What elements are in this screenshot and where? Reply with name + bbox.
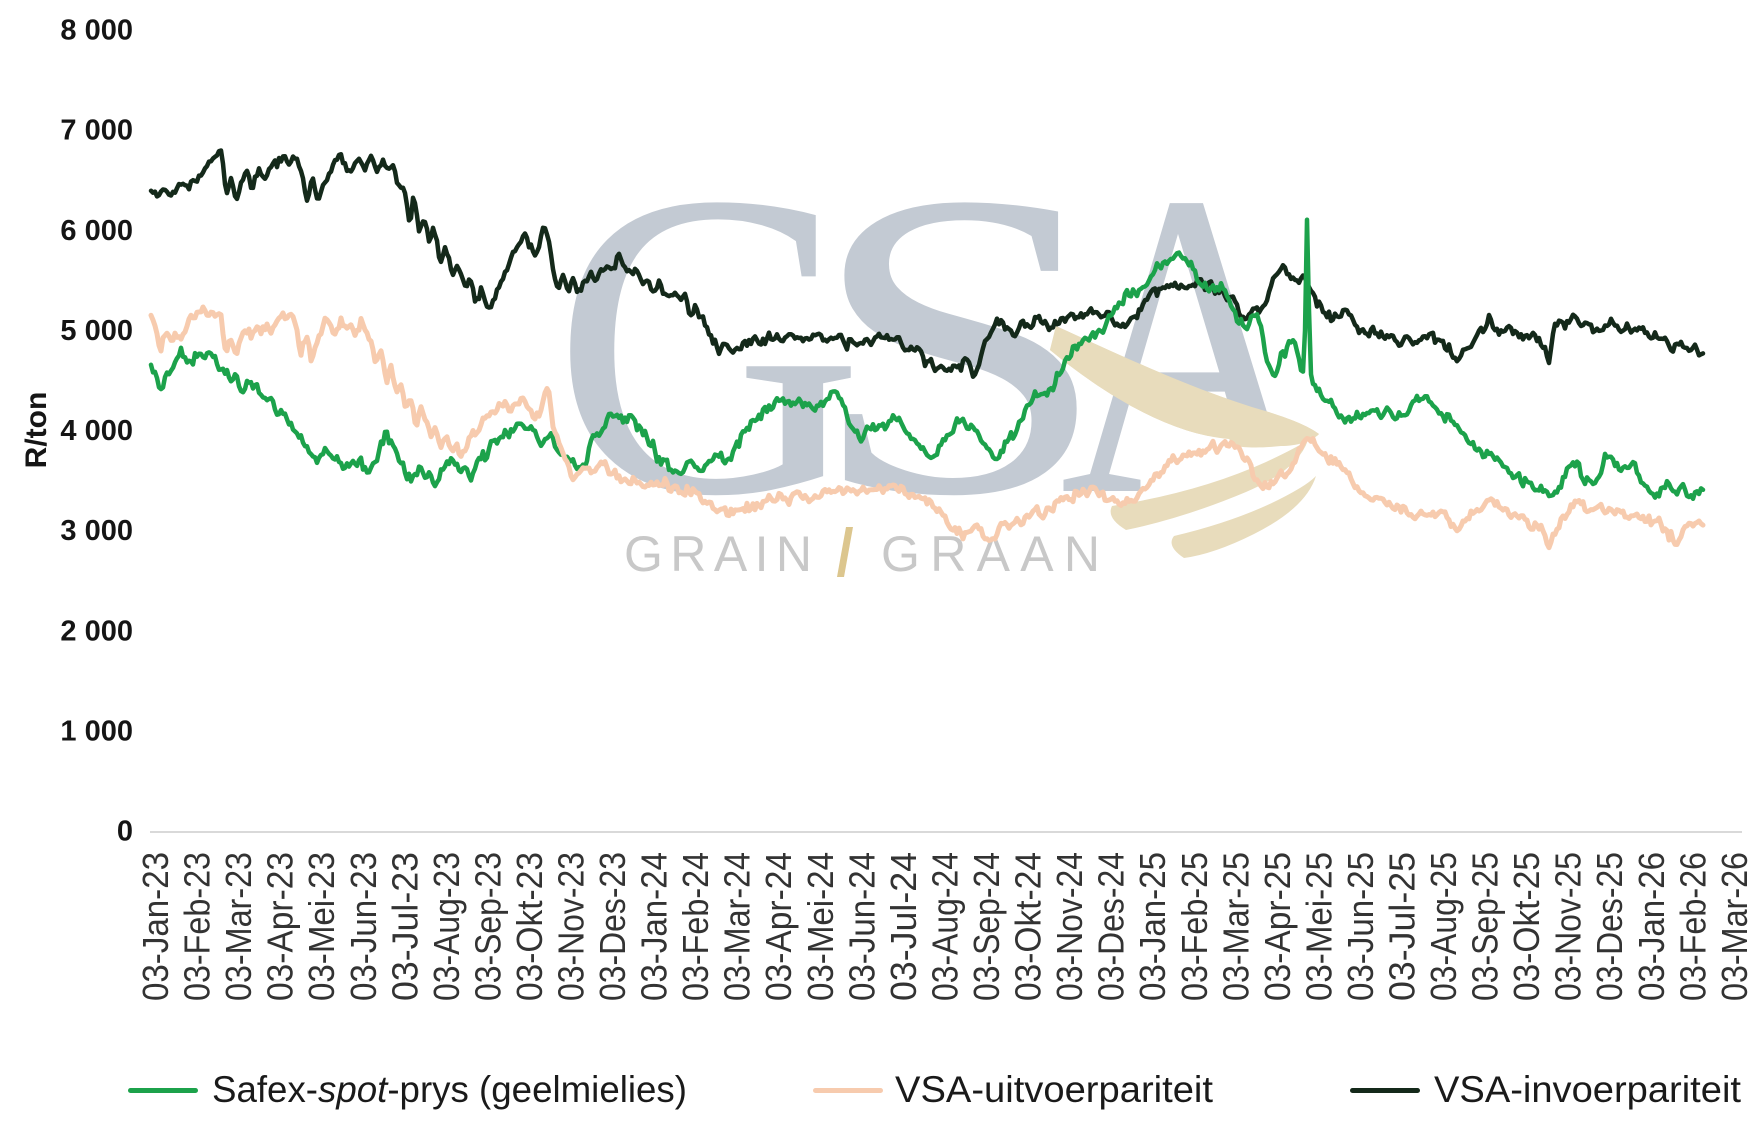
svg-text:03-Nov-25: 03-Nov-25	[1548, 852, 1589, 1001]
svg-text:03-Nov-24: 03-Nov-24	[1049, 852, 1090, 1001]
svg-text:03-Des-23: 03-Des-23	[592, 852, 633, 1001]
svg-text:2 000: 2 000	[60, 615, 133, 647]
svg-text:03-Apr-25: 03-Apr-25	[1257, 852, 1298, 1001]
svg-text:03-Jul-23: 03-Jul-23	[384, 852, 425, 1001]
svg-text:03-Okt-24: 03-Okt-24	[1008, 852, 1049, 1001]
svg-text:5 000: 5 000	[60, 315, 133, 347]
svg-text:VSA-invoerpariteit: VSA-invoerpariteit	[1434, 1069, 1742, 1110]
svg-text:03-Des-25: 03-Des-25	[1589, 852, 1630, 1001]
svg-text:03-Aug-25: 03-Aug-25	[1423, 852, 1464, 1001]
svg-text:GRAAN: GRAAN	[881, 526, 1100, 582]
svg-text:GRAIN: GRAIN	[624, 526, 812, 582]
svg-text:03-Sep-25: 03-Sep-25	[1465, 852, 1506, 1001]
svg-text:03-Jan-25: 03-Jan-25	[1132, 852, 1173, 1001]
svg-text:1 000: 1 000	[60, 716, 133, 748]
svg-text:03-Feb-24: 03-Feb-24	[675, 852, 716, 1001]
svg-text:03-Mar-23: 03-Mar-23	[218, 852, 259, 1001]
svg-text:03-Des-24: 03-Des-24	[1091, 852, 1132, 1001]
svg-text:4 000: 4 000	[60, 415, 133, 447]
svg-text:03-Mar-26: 03-Mar-26	[1714, 852, 1755, 1001]
svg-text:0: 0	[117, 816, 133, 848]
svg-text:03-Mei-23: 03-Mei-23	[301, 852, 342, 1001]
svg-text:03-Feb-26: 03-Feb-26	[1672, 852, 1713, 1001]
svg-text:03-Feb-23: 03-Feb-23	[177, 852, 218, 1001]
svg-text:03-Mei-25: 03-Mei-25	[1298, 852, 1339, 1001]
svg-text:03-Mar-24: 03-Mar-24	[717, 852, 758, 1001]
svg-text:03-Jun-25: 03-Jun-25	[1340, 852, 1381, 1001]
svg-text:03-Okt-23: 03-Okt-23	[509, 852, 550, 1001]
svg-text:03-Jan-24: 03-Jan-24	[634, 852, 675, 1001]
svg-text:03-Sep-24: 03-Sep-24	[966, 852, 1007, 1001]
svg-text:03-Mei-24: 03-Mei-24	[800, 852, 841, 1001]
svg-text:03-Aug-23: 03-Aug-23	[426, 852, 467, 1001]
svg-text:8 000: 8 000	[60, 15, 133, 47]
svg-text:03-Jun-24: 03-Jun-24	[841, 852, 882, 1001]
svg-text:03-Apr-23: 03-Apr-23	[260, 852, 301, 1001]
svg-text:7 000: 7 000	[60, 115, 133, 147]
svg-text:03-Okt-25: 03-Okt-25	[1506, 852, 1547, 1001]
svg-text:03-Jan-23: 03-Jan-23	[135, 852, 176, 1001]
svg-text:Safex-spot-prys (geelmielies): Safex-spot-prys (geelmielies)	[212, 1069, 687, 1110]
svg-text:03-Jul-25: 03-Jul-25	[1382, 852, 1423, 1001]
svg-text:03-Nov-23: 03-Nov-23	[551, 852, 592, 1001]
svg-text:3 000: 3 000	[60, 515, 133, 547]
svg-text:6 000: 6 000	[60, 215, 133, 247]
svg-text:03-Jan-26: 03-Jan-26	[1631, 852, 1672, 1001]
svg-text:03-Feb-25: 03-Feb-25	[1174, 852, 1215, 1001]
svg-text:03-Aug-24: 03-Aug-24	[924, 852, 965, 1001]
svg-text:03-Mar-25: 03-Mar-25	[1215, 852, 1256, 1001]
svg-text:03-Jun-23: 03-Jun-23	[343, 852, 384, 1001]
svg-text:03-Apr-24: 03-Apr-24	[758, 852, 799, 1001]
svg-text:VSA-uitvoerpariteit: VSA-uitvoerpariteit	[895, 1069, 1214, 1110]
svg-text:03-Jul-24: 03-Jul-24	[883, 852, 924, 1001]
svg-text:R/ton: R/ton	[20, 392, 53, 469]
svg-text:03-Sep-23: 03-Sep-23	[467, 852, 508, 1001]
